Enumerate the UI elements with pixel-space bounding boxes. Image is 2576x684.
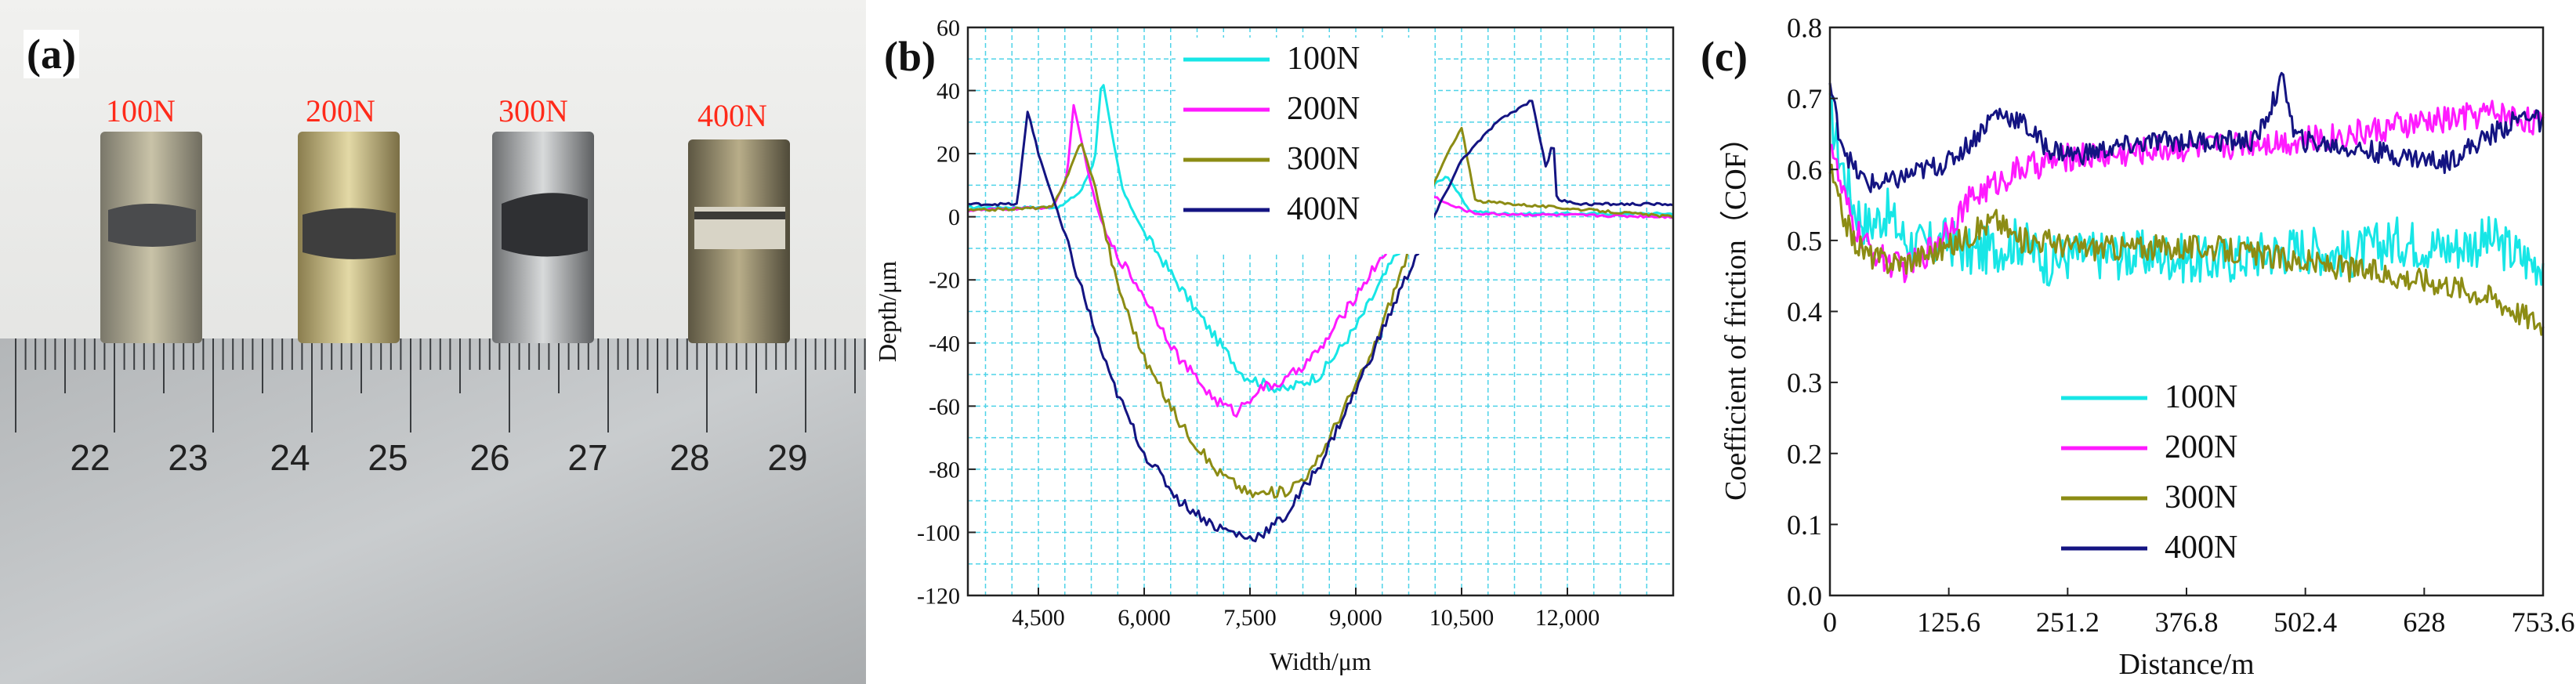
series-line-300N <box>967 126 1674 499</box>
series-line-400N <box>1828 71 2545 194</box>
legend: 100N 200N 300N 400N <box>1176 38 1434 254</box>
y-axis-label: Coefficient of friction（COF） <box>1719 122 1752 501</box>
series-line-400N <box>967 100 1674 543</box>
cof-chart: 0 125.6 251.2 376.8 502.4 628 753.6 0.0 0.1 0.2 0.… <box>1701 13 2575 681</box>
y-tick-label: -100 <box>917 520 960 546</box>
x-tick-label: 502.4 <box>2273 606 2337 638</box>
ruler-number: 29 <box>767 437 807 478</box>
y-tick-label: 0 <box>948 204 960 230</box>
x-tick-label: 10,500 <box>1429 605 1495 631</box>
ruler-number: 24 <box>270 437 310 478</box>
y-tick-label: 0.6 <box>1787 154 1822 186</box>
legend-label-100N: 100N <box>2165 379 2237 415</box>
y-tick-label: 0.5 <box>1787 225 1822 256</box>
ruler: 22 23 24 25 26 27 28 29 <box>0 338 866 684</box>
ruler-number: 26 <box>469 437 509 478</box>
legend-label-300N: 300N <box>2165 480 2237 516</box>
x-tick-label: 125.6 <box>1917 606 1980 638</box>
depth-profile-panel: 4,500 6,000 7,500 9,000 10,500 12,000 -120 -100… <box>870 0 1693 684</box>
plot-frame <box>966 26 1675 597</box>
y-tick-label: -120 <box>917 584 960 610</box>
legend-label-200N: 200N <box>2165 429 2237 465</box>
load-label-200N: 200N <box>306 93 375 128</box>
x-tick-label: 12,000 <box>1535 605 1600 631</box>
legend-label-100N: 100N <box>1287 41 1360 77</box>
y-tick-label: -40 <box>929 331 960 356</box>
ruler-number: 27 <box>567 437 607 478</box>
y-tick-label: 0.1 <box>1787 509 1822 541</box>
x-axis-label: Distance/m <box>2118 648 2254 681</box>
x-tick-label: 628 <box>2403 606 2445 638</box>
panel-label: (c) <box>1701 33 1748 80</box>
y-tick-label: 60 <box>937 16 960 42</box>
ruler-number: 28 <box>669 437 709 478</box>
x-tick-label: 7,500 <box>1223 605 1277 631</box>
sample-200N <box>298 132 400 343</box>
y-tick-label: -20 <box>929 268 960 294</box>
series-line-300N <box>1828 163 2545 336</box>
sample-100N <box>100 132 202 343</box>
y-tick-label: 0.8 <box>1787 13 1822 44</box>
y-tick-label: 0.7 <box>1787 83 1822 114</box>
load-label-300N: 300N <box>498 93 568 128</box>
y-tick-label: -60 <box>929 394 960 420</box>
x-tick-label: 4,500 <box>1012 605 1065 631</box>
x-tick-label: 753.6 <box>2512 606 2575 638</box>
panel-label: (b) <box>884 33 936 80</box>
depth-profile-chart: 4,500 6,000 7,500 9,000 10,500 12,000 -120 -100… <box>873 16 1675 675</box>
y-tick-label: 0.3 <box>1787 367 1822 399</box>
x-tick-label: 9,000 <box>1329 605 1382 631</box>
y-tick-label: -80 <box>929 457 960 483</box>
y-axis-label: Depth/μm <box>873 261 901 362</box>
sample-400N <box>688 139 790 343</box>
y-tick-label: 0.2 <box>1787 438 1822 469</box>
legend-label-300N: 300N <box>1287 141 1360 177</box>
sample-photo: 22 23 24 25 26 27 28 29 <box>0 0 866 684</box>
legend-label-200N: 200N <box>1287 91 1360 127</box>
panel-label-a: (a) <box>24 30 79 78</box>
x-tick-label: 376.8 <box>2155 606 2219 638</box>
legend: 100N 200N 300N 400N <box>2061 379 2237 566</box>
x-tick-label: 0 <box>1823 606 1837 638</box>
x-tick-label: 251.2 <box>2036 606 2100 638</box>
y-tick-label: 0.0 <box>1787 581 1822 612</box>
ruler-number: 23 <box>168 437 208 478</box>
y-tick-label: 40 <box>937 78 960 104</box>
ruler-number: 25 <box>368 437 408 478</box>
x-axis-label: Width/μm <box>1270 647 1371 675</box>
legend-label-400N: 400N <box>2165 530 2237 566</box>
photo-panel: 22 23 24 25 26 27 28 29 (a) 100N 200N 300N 400N <box>0 0 866 684</box>
legend-label-400N: 400N <box>1287 191 1360 227</box>
series-line-100N <box>967 84 1674 393</box>
sample-300N <box>492 132 594 343</box>
load-label-100N: 100N <box>106 93 176 128</box>
ruler-number: 22 <box>70 437 110 478</box>
x-tick-label: 6,000 <box>1118 605 1171 631</box>
cof-panel: 0 125.6 251.2 376.8 502.4 628 753.6 0.0 0.1 0.2 0.… <box>1697 0 2576 684</box>
y-tick-label: 0.4 <box>1787 296 1822 328</box>
y-tick-label: 20 <box>937 142 960 168</box>
load-label-400N: 400N <box>697 98 767 133</box>
